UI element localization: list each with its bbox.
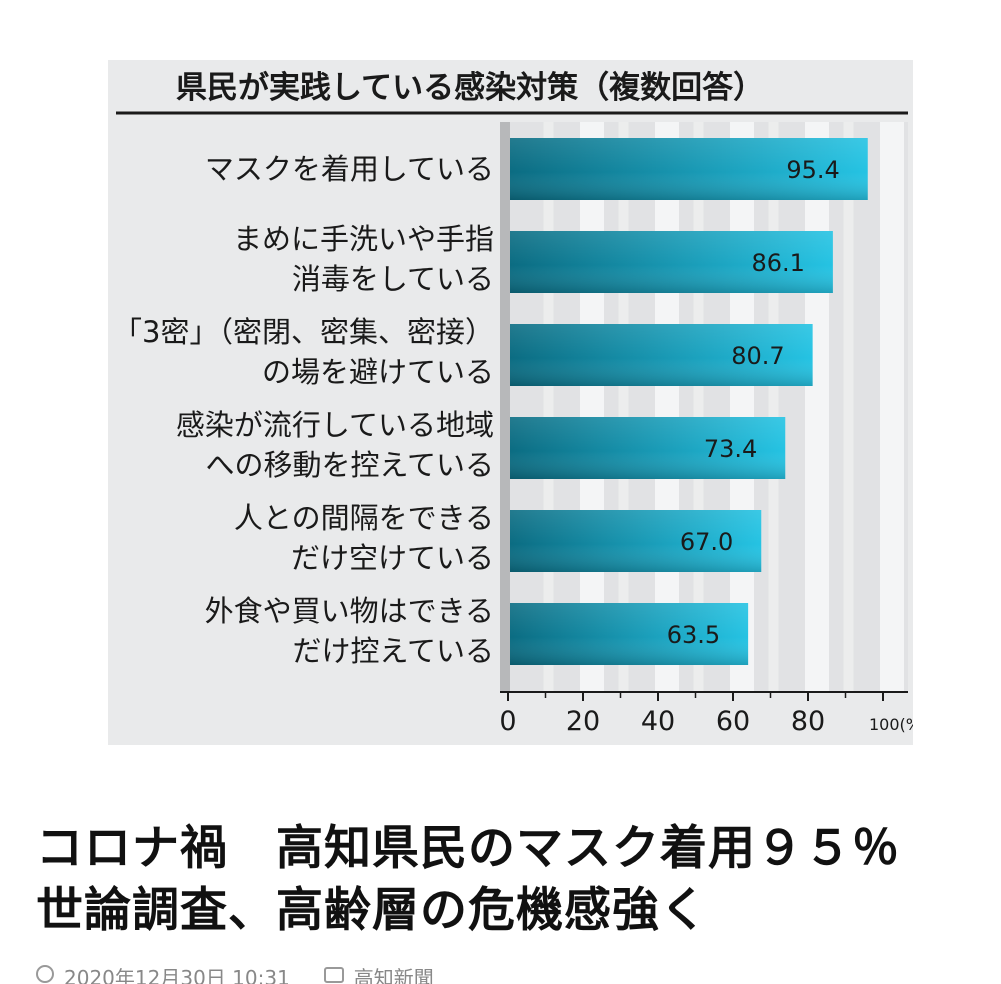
category-label: 「3密」（密閉、密集、密接） [113, 315, 494, 349]
bar-group [510, 603, 749, 665]
category-label: だけ空けている [291, 541, 494, 575]
grid-band [805, 122, 829, 692]
bar-group [510, 324, 813, 386]
bar-value-label: 80.7 [731, 342, 784, 370]
bar-value-label: 86.1 [751, 249, 804, 277]
x-tick-label: 0 [499, 706, 516, 737]
grid-band-minor [618, 122, 629, 692]
category-label: 感染が流行している地域 [176, 408, 494, 442]
bar-value-label: 73.4 [704, 435, 757, 463]
chart-title: 県民が実践している感染対策（複数回答） [176, 70, 764, 106]
grid-band [880, 122, 904, 692]
category-label: まめに手洗いや手指 [233, 222, 494, 256]
x-tick-label: 100(%) [869, 715, 913, 734]
article-source[interactable]: 高知新聞 [353, 966, 434, 984]
x-tick-label: 60 [716, 706, 750, 737]
y-axis [500, 122, 510, 692]
bar-group [510, 417, 786, 479]
x-tick-label: 40 [641, 706, 675, 737]
x-tick-label: 20 [566, 706, 600, 737]
bar-value-label: 63.5 [667, 621, 720, 649]
grid-band-minor [768, 122, 779, 692]
bar-value-label: 67.0 [680, 528, 733, 556]
grid-band-minor [843, 122, 854, 692]
category-label: への移動を控えている [205, 448, 494, 482]
grid-band-minor [543, 122, 554, 692]
clock-icon [36, 965, 54, 983]
article-headline[interactable]: コロナ禍 高知県民のマスク着用９５％ 世論調査、高齢層の危機感強く [36, 821, 948, 938]
category-label: 外食や買い物はできる [205, 594, 494, 628]
article-meta: 2020年12月30日 10:31 高知新聞 [36, 962, 434, 984]
plot-area [508, 122, 908, 692]
bar-shade [510, 603, 749, 665]
x-tick-label: 80 [791, 706, 825, 737]
bar-shade [510, 417, 786, 479]
category-label: 人との間隔をできる [234, 501, 494, 535]
grid-band-minor [693, 122, 704, 692]
category-label: だけ控えている [292, 634, 494, 668]
chart-image: 県民が実践している感染対策（複数回答） 95.4 マスクを着用している 86.1 まめ… [108, 60, 913, 745]
category-label: 消毒をしている [292, 262, 494, 296]
grid-band [655, 122, 679, 692]
bar-shade [510, 138, 868, 200]
grid-band [730, 122, 754, 692]
bar-group [510, 231, 833, 293]
bar-value-label: 95.4 [786, 156, 839, 184]
bar-shade [510, 324, 813, 386]
bar-group [510, 138, 868, 200]
grid-band [580, 122, 604, 692]
category-label: の場を避けている [262, 355, 494, 389]
bar-group [510, 510, 762, 572]
bar-shade [510, 231, 833, 293]
bar-shade [510, 510, 762, 572]
camera-icon [323, 967, 344, 983]
bar-chart: 県民が実践している感染対策（複数回答） 95.4 マスクを着用している 86.1 まめ… [113, 70, 913, 737]
article-date: 2020年12月30日 10:31 [64, 966, 290, 984]
category-label: マスクを着用している [205, 152, 494, 186]
